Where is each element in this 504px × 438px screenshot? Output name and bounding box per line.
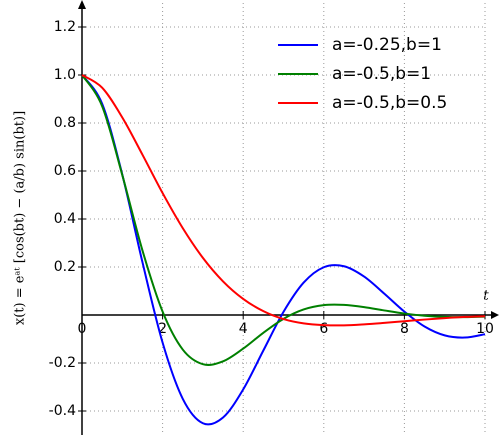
x-axis-label: t	[483, 288, 489, 304]
y-tick-label: 0.2	[54, 259, 76, 275]
x-tick-label: 6	[319, 321, 328, 337]
legend-label: a=-0.5,b=0.5	[332, 93, 447, 113]
x-axis-arrow	[491, 311, 499, 319]
x-tick-label: 10	[476, 321, 494, 337]
y-axis-label: x(t) = eᵃᵗ [cos(bt) − (a/b) sin(bt)]	[13, 111, 28, 325]
y-tick-label: -0.4	[49, 403, 76, 419]
y-tick-label: 0.6	[54, 163, 76, 179]
x-tick-label: 4	[239, 321, 248, 337]
line	[81, 74, 486, 366]
x-tick-label: 8	[400, 321, 409, 337]
y-tick-label: -0.2	[49, 355, 76, 371]
y-tick-label: 0.4	[54, 211, 76, 227]
line	[81, 74, 486, 327]
legend-label: a=-0.25,b=1	[332, 35, 442, 55]
x-tick-label: 2	[158, 321, 167, 337]
y-tick-label: 0.8	[54, 115, 76, 131]
legend-label: a=-0.5,b=1	[332, 64, 431, 84]
y-axis-arrow	[78, 0, 86, 9]
y-tick-label: 1.2	[54, 19, 76, 35]
y-tick-label: 1.0	[54, 67, 76, 83]
